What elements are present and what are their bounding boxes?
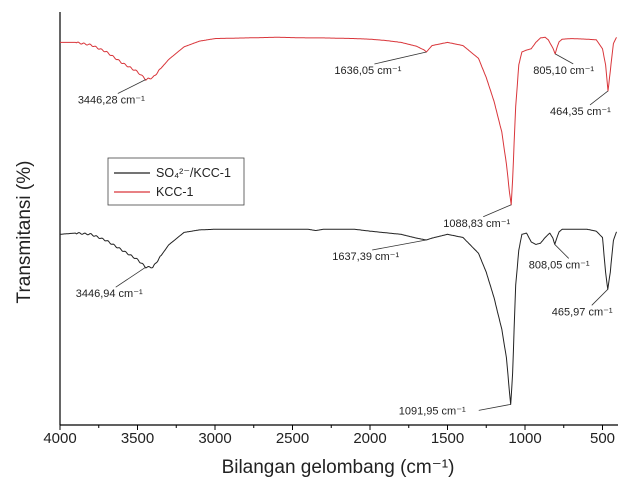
peak-label: 1637,39 cm⁻¹ xyxy=(332,251,399,263)
annotation-leader xyxy=(115,266,146,288)
annotation-leader xyxy=(589,90,609,106)
legend: SO₄²⁻/KCC-1 KCC-1 xyxy=(107,157,245,206)
x-tick-label: 2000 xyxy=(353,430,386,447)
annotation-leader xyxy=(591,289,609,306)
legend-label: KCC-1 xyxy=(156,185,194,199)
peak-label: 1091,95 cm⁻¹ xyxy=(399,405,466,417)
annotation-leader xyxy=(372,239,427,251)
x-tick-label: 3000 xyxy=(198,430,231,447)
annotation-leader xyxy=(478,403,511,411)
peak-label: 1636,05 cm⁻¹ xyxy=(334,65,401,77)
peak-label: 465,97 cm⁻¹ xyxy=(552,306,613,318)
x-tick-layer: 4000 3500 3000 2500 2000 1500 1000 500 xyxy=(43,425,615,447)
x-tick-label: 3500 xyxy=(121,430,154,447)
x-tick-label: 1000 xyxy=(508,430,541,447)
annotation-leader xyxy=(117,79,147,94)
x-axis-title: Bilangan gelombang (cm⁻¹) xyxy=(222,457,455,478)
peak-label: 464,35 cm⁻¹ xyxy=(550,106,611,118)
y-axis-title: Transmitansi (%) xyxy=(14,161,35,304)
peak-label: 1088,83 cm⁻¹ xyxy=(443,218,510,230)
annotation-leader xyxy=(554,244,570,259)
legend-label: SO₄²⁻/KCC-1 xyxy=(156,166,231,180)
x-tick-label: 4000 xyxy=(43,430,76,447)
peak-label: 3446,94 cm⁻¹ xyxy=(76,288,143,300)
annotation-leader xyxy=(483,204,512,218)
annotation-leader xyxy=(374,51,427,65)
peak-label: 805,10 cm⁻¹ xyxy=(533,65,594,77)
annotation-leader xyxy=(555,53,574,65)
series-line-so4-kcc1 xyxy=(59,228,617,405)
peak-label: 808,05 cm⁻¹ xyxy=(529,259,590,271)
series-layer xyxy=(59,36,617,405)
peak-label: 3446,28 cm⁻¹ xyxy=(78,94,145,106)
x-tick-label: 2500 xyxy=(276,430,309,447)
x-tick-label: 500 xyxy=(590,430,615,447)
annotation-layer: 3446,28 cm⁻¹ 1636,05 cm⁻¹ 1088,83 cm⁻¹ 805,… xyxy=(76,51,613,417)
x-tick-label: 1500 xyxy=(431,430,464,447)
series-line-kcc1 xyxy=(60,36,617,206)
legend-box xyxy=(107,157,245,206)
